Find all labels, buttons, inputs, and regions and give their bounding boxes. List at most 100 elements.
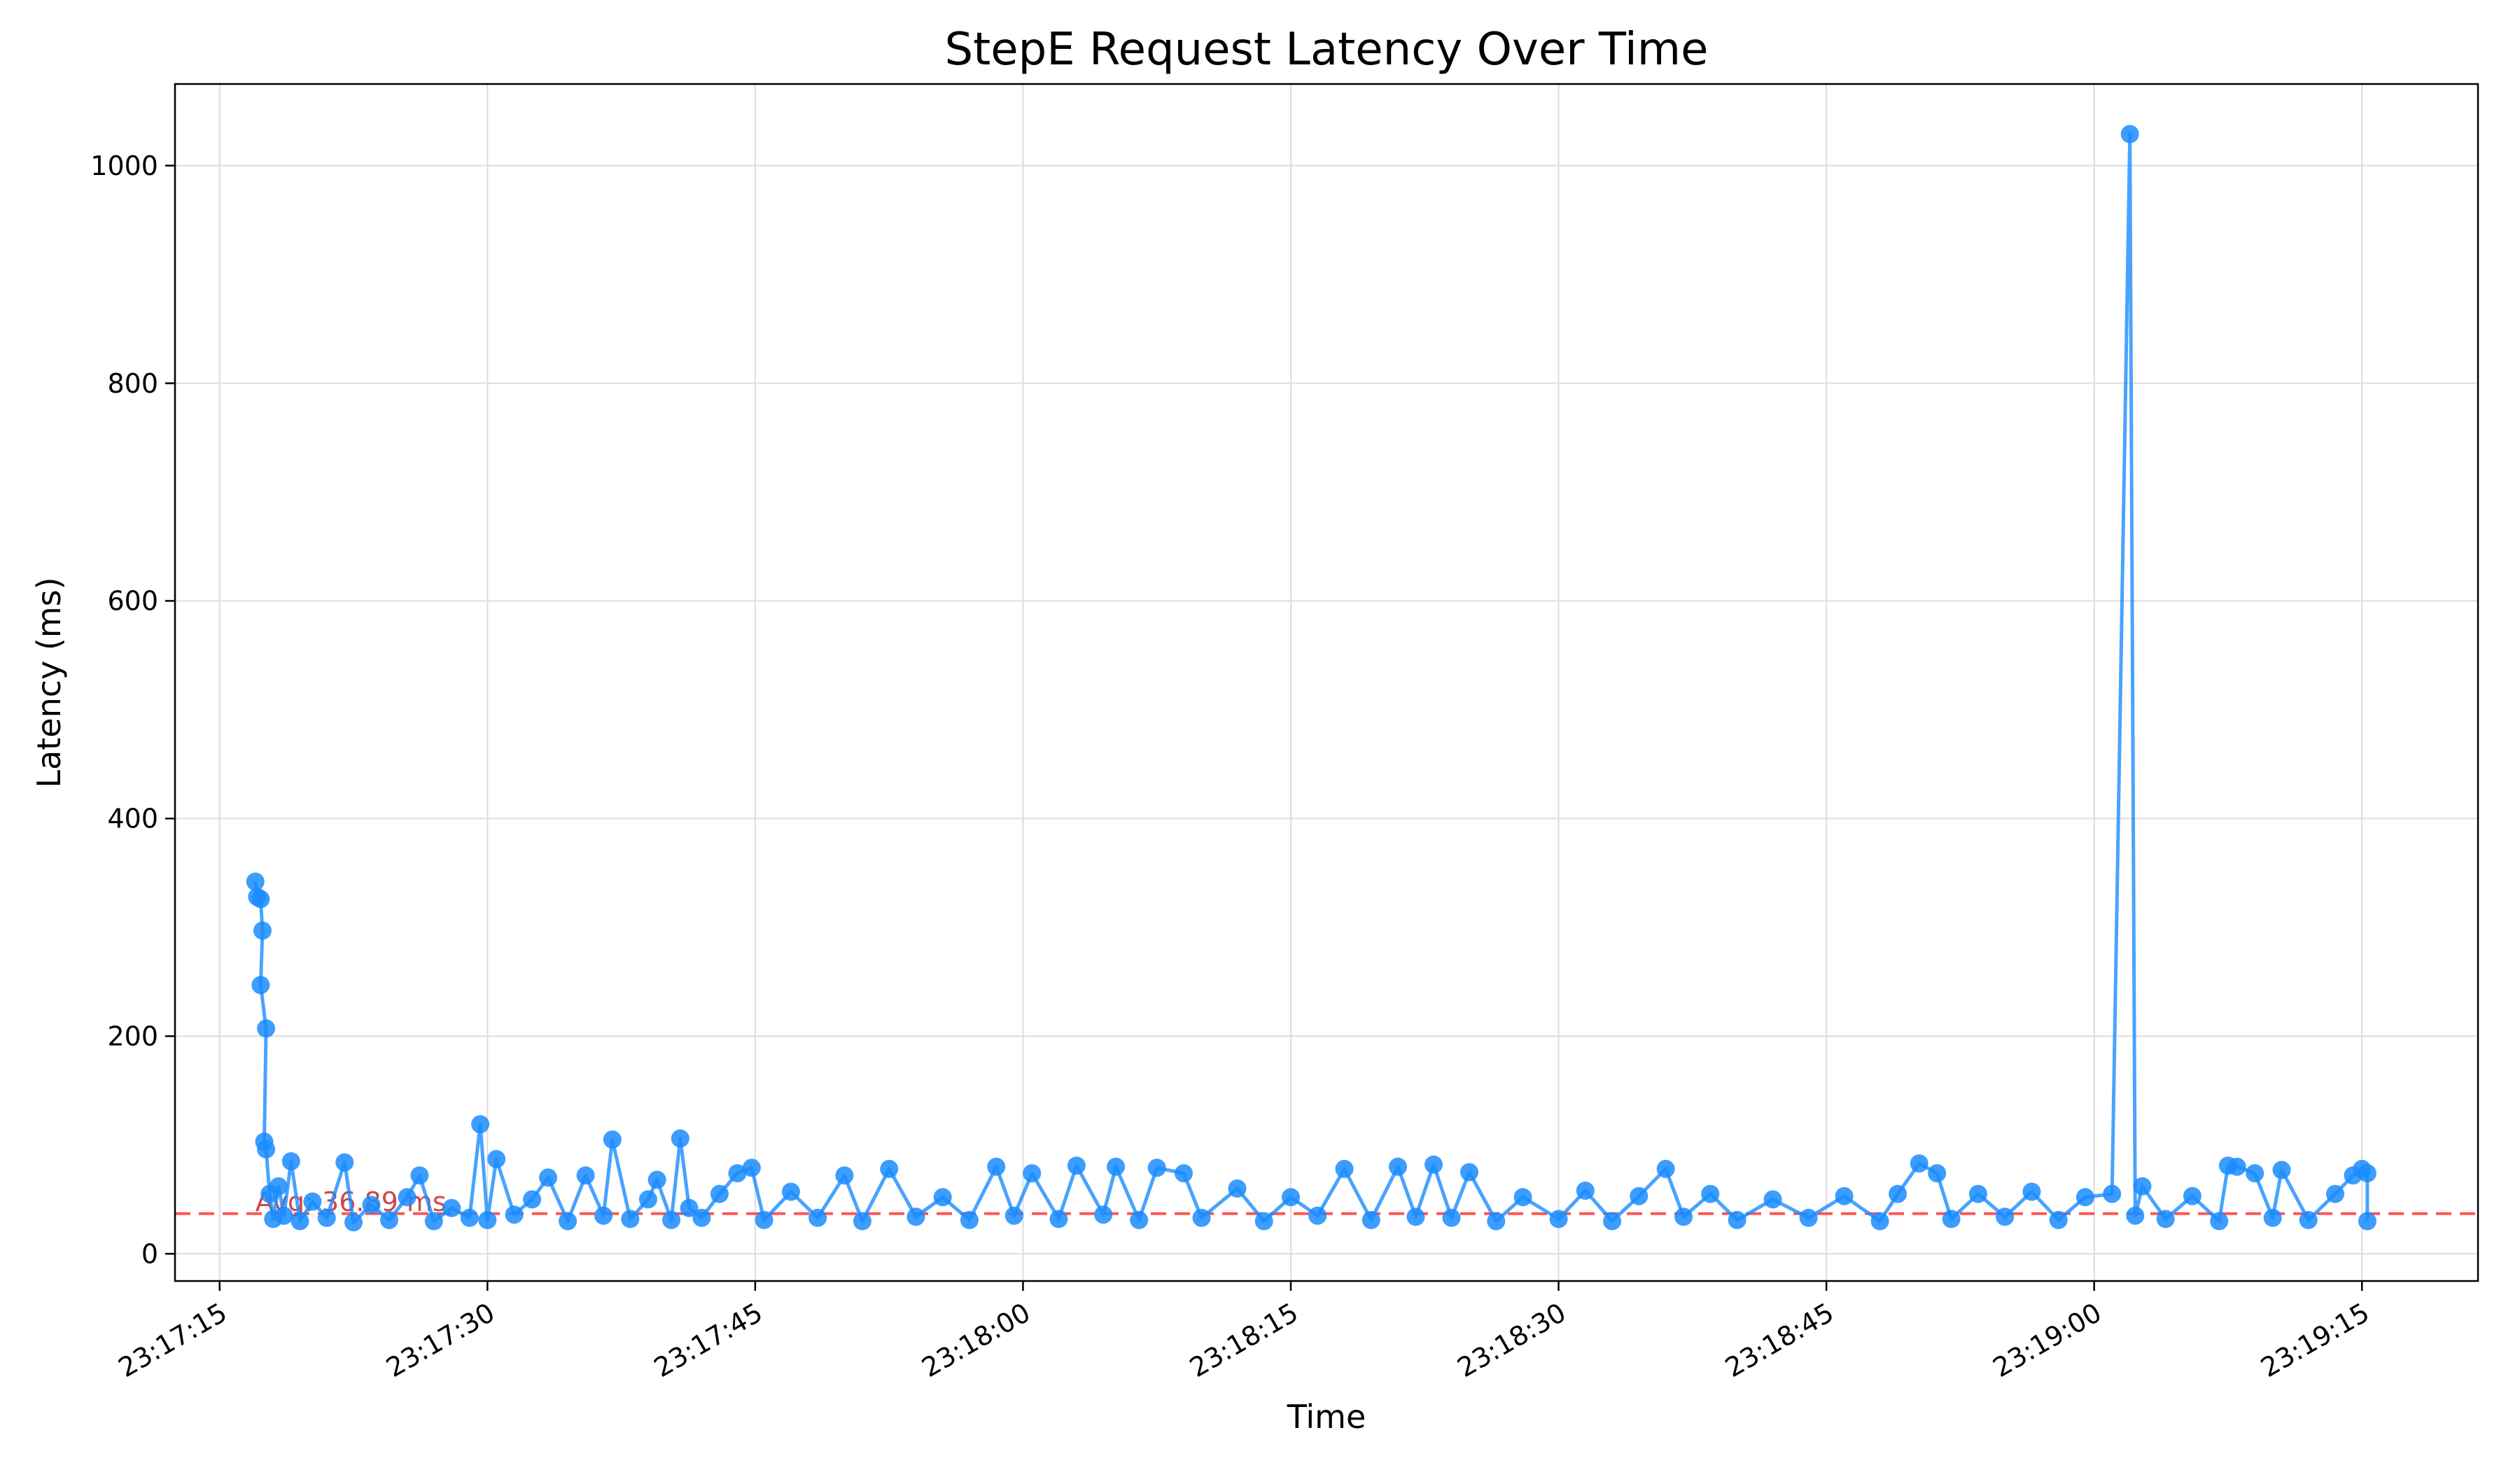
- data-point: [559, 1212, 578, 1231]
- data-point: [1889, 1184, 1907, 1203]
- data-point: [1728, 1210, 1746, 1229]
- data-point: [933, 1188, 952, 1207]
- data-point: [2076, 1188, 2094, 1207]
- data-point: [303, 1192, 322, 1211]
- data-point: [505, 1205, 524, 1224]
- data-point: [692, 1208, 711, 1227]
- data-point: [478, 1210, 497, 1229]
- data-point: [1928, 1164, 1947, 1183]
- data-point: [1442, 1208, 1461, 1227]
- data-point: [335, 1153, 354, 1172]
- data-point: [523, 1190, 542, 1209]
- data-point: [1406, 1208, 1425, 1226]
- data-point: [380, 1210, 398, 1229]
- data-point: [2133, 1177, 2152, 1196]
- data-point: [680, 1198, 699, 1217]
- data-point: [1228, 1179, 1247, 1198]
- data-point: [621, 1210, 640, 1228]
- data-point: [742, 1158, 761, 1177]
- data-point: [1910, 1154, 1928, 1173]
- chart-title: StepE Request Latency Over Time: [944, 24, 1708, 76]
- data-point: [362, 1196, 381, 1214]
- data-point: [960, 1210, 979, 1229]
- data-point: [2049, 1210, 2068, 1229]
- data-point: [1549, 1210, 1568, 1228]
- data-point: [344, 1213, 363, 1232]
- data-point: [1674, 1208, 1693, 1226]
- data-point: [710, 1184, 729, 1203]
- data-point: [1603, 1212, 1622, 1231]
- data-point: [2022, 1182, 2041, 1201]
- data-point: [1192, 1208, 1211, 1227]
- data-point: [2299, 1210, 2318, 1229]
- data-point: [671, 1129, 690, 1148]
- y-tick-label: 800: [107, 368, 158, 399]
- data-point: [246, 872, 265, 891]
- data-point: [2210, 1212, 2229, 1231]
- data-point: [269, 1177, 288, 1196]
- data-point: [906, 1208, 925, 1226]
- data-point: [1282, 1188, 1300, 1207]
- data-point: [539, 1168, 557, 1187]
- y-tick-label: 1000: [90, 150, 158, 181]
- data-point: [594, 1206, 613, 1225]
- y-tick-label: 400: [107, 804, 158, 834]
- x-axis-label: Time: [1287, 1398, 1366, 1436]
- data-point: [1763, 1190, 1782, 1209]
- data-point: [1460, 1163, 1478, 1182]
- data-point: [1996, 1208, 2015, 1226]
- data-point: [1487, 1212, 1506, 1231]
- data-point: [576, 1166, 595, 1185]
- data-point: [398, 1188, 416, 1207]
- data-point: [251, 890, 270, 909]
- y-axis-ticks: 0 200 400 600 800 1000: [90, 150, 175, 1269]
- data-point: [2126, 1206, 2145, 1225]
- y-axis-label: Latency (ms): [30, 577, 68, 788]
- data-point: [290, 1212, 309, 1231]
- data-point: [2183, 1186, 2202, 1205]
- data-point: [1175, 1164, 1193, 1183]
- data-point: [2326, 1184, 2344, 1203]
- data-point: [1094, 1205, 1113, 1224]
- grid-lines: [175, 84, 2478, 1281]
- data-point: [2120, 125, 2139, 144]
- data-point: [257, 1019, 276, 1038]
- data-point: [2103, 1184, 2122, 1203]
- data-point: [281, 1152, 300, 1170]
- data-point: [1424, 1155, 1443, 1174]
- data-point: [1107, 1157, 1126, 1176]
- data-point: [1147, 1158, 1166, 1177]
- plot-frame: [174, 83, 2479, 1282]
- data-point: [808, 1208, 827, 1227]
- y-tick-label: 200: [107, 1021, 158, 1052]
- data-point: [1004, 1206, 1023, 1225]
- data-point: [2246, 1164, 2264, 1183]
- data-point: [410, 1166, 429, 1185]
- data-point: [424, 1212, 443, 1231]
- data-point: [257, 1140, 276, 1158]
- data-point: [648, 1170, 666, 1189]
- data-point: [251, 976, 270, 995]
- data-point: [1576, 1182, 1595, 1200]
- data-point: [987, 1157, 1006, 1176]
- data-point: [662, 1210, 680, 1229]
- data-point: [2358, 1164, 2376, 1183]
- data-point: [853, 1212, 872, 1231]
- y-tick-label: 0: [141, 1238, 158, 1269]
- data-point: [487, 1149, 506, 1168]
- data-point: [1513, 1188, 1532, 1207]
- data-point: [317, 1208, 336, 1227]
- data-point: [880, 1159, 899, 1178]
- data-point: [1968, 1184, 1987, 1203]
- data-point: [253, 921, 272, 940]
- data-point: [603, 1130, 622, 1149]
- data-point: [835, 1166, 854, 1185]
- data-point: [1835, 1186, 1854, 1205]
- data-point: [1656, 1159, 1675, 1178]
- data-point: [1335, 1159, 1354, 1178]
- data-point: [1630, 1186, 1648, 1205]
- data-point: [1067, 1156, 1086, 1175]
- data-point: [781, 1182, 800, 1201]
- data-point: [2272, 1161, 2291, 1180]
